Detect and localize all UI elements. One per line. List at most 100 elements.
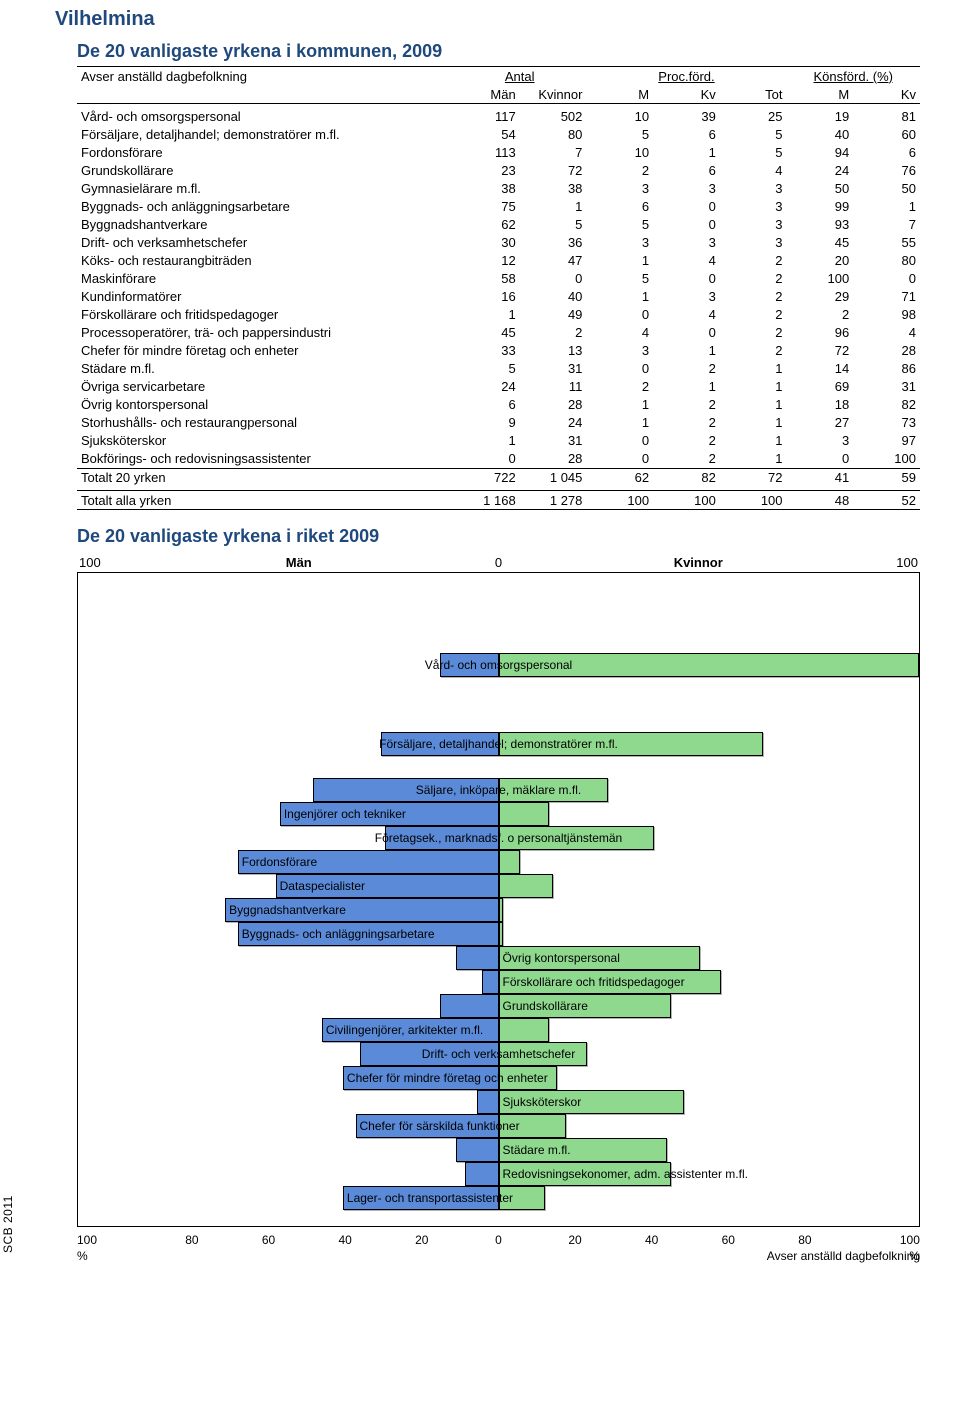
- cell: 76: [853, 162, 920, 180]
- cell: 0: [653, 198, 720, 216]
- cell: 2: [720, 288, 787, 306]
- cell: 25: [720, 108, 787, 126]
- table-row: Övriga servicarbetare24112116931: [77, 378, 920, 396]
- chart-row: Redovisningsekonomer, adm. assistenter m…: [78, 1162, 919, 1186]
- cell: 81: [853, 108, 920, 126]
- cell: 40: [520, 288, 587, 306]
- bar-female: [499, 922, 503, 946]
- cell: 0: [586, 450, 653, 469]
- table-subtitle: Avser anställd dagbefolkning: [77, 67, 453, 86]
- table-row: Processoperatörer, trä- och pappersindus…: [77, 324, 920, 342]
- cell: 1: [853, 198, 920, 216]
- bar-label: Chefer för särskilda funktioner: [356, 1119, 524, 1133]
- cell: 72: [787, 342, 854, 360]
- bar-label: Försäljare, detaljhandel; demonstratörer…: [375, 737, 622, 751]
- cell: 18: [787, 396, 854, 414]
- row-label: Övriga servicarbetare: [77, 378, 453, 396]
- cell: 93: [787, 216, 854, 234]
- cell: 5: [720, 126, 787, 144]
- table-row: Grundskollärare23722642476: [77, 162, 920, 180]
- cell: 3: [586, 180, 653, 198]
- cell: 33: [453, 342, 520, 360]
- cell: 1: [720, 360, 787, 378]
- cell: 100: [653, 491, 720, 510]
- cell: 69: [787, 378, 854, 396]
- xtick: 40: [307, 1233, 384, 1247]
- cell: 3: [720, 198, 787, 216]
- cell: 47: [520, 252, 587, 270]
- table-row: Försäljare, detaljhandel; demonstratörer…: [77, 126, 920, 144]
- axis-left-100: 100: [79, 555, 119, 570]
- cell: 20: [787, 252, 854, 270]
- cell: 2: [720, 342, 787, 360]
- cell: 96: [787, 324, 854, 342]
- bar-label: Byggnadshantverkare: [225, 903, 350, 917]
- table-row: Städare m.fl.5310211486: [77, 360, 920, 378]
- xtick: 80: [154, 1233, 231, 1247]
- cell: 100: [853, 450, 920, 469]
- cell: 2: [720, 252, 787, 270]
- cell: 1 168: [453, 491, 520, 510]
- cell: 0: [520, 270, 587, 288]
- cell: 0: [586, 432, 653, 450]
- cell: 5: [720, 144, 787, 162]
- bar-male: [477, 1090, 498, 1114]
- bar-label: Fordonsförare: [238, 855, 321, 869]
- bar-label: Chefer för mindre företag och enheter: [343, 1071, 552, 1085]
- row-label: Byggnads- och anläggningsarbetare: [77, 198, 453, 216]
- bar-label: Grundskollärare: [499, 999, 592, 1013]
- cell: 3: [586, 342, 653, 360]
- cell: 3: [720, 216, 787, 234]
- table-row: Gymnasielärare m.fl.38383335050: [77, 180, 920, 198]
- bar-label: Redovisningsekonomer, adm. assistenter m…: [499, 1167, 752, 1181]
- cell: 73: [853, 414, 920, 432]
- cell: 1: [520, 198, 587, 216]
- cell: 29: [787, 288, 854, 306]
- row-label: Storhushålls- och restaurangpersonal: [77, 414, 453, 432]
- hdr-proc: Proc.förd.: [586, 67, 786, 86]
- cell: 86: [853, 360, 920, 378]
- cell: 62: [453, 216, 520, 234]
- cell: 80: [520, 126, 587, 144]
- cell: 30: [453, 234, 520, 252]
- xtick: 80: [767, 1233, 844, 1247]
- chart-row: Byggnadshantverkare: [78, 898, 919, 922]
- cell: 13: [520, 342, 587, 360]
- cell: 24: [520, 414, 587, 432]
- cell: 45: [453, 324, 520, 342]
- row-label: Drift- och verksamhetschefer: [77, 234, 453, 252]
- cell: 6: [853, 144, 920, 162]
- cell: 39: [653, 108, 720, 126]
- cell: 52: [853, 491, 920, 510]
- cell: 5: [586, 216, 653, 234]
- cell: 4: [853, 324, 920, 342]
- cell: 71: [853, 288, 920, 306]
- xtick: 60: [230, 1233, 307, 1247]
- row-label: Gymnasielärare m.fl.: [77, 180, 453, 198]
- pyramid-chart: 100 Män 0 Kvinnor 100 Vård- och omsorgsp…: [77, 555, 920, 1263]
- bar-label: Städare m.fl.: [499, 1143, 575, 1157]
- chart-row: Sjuksköterskor: [78, 1090, 919, 1114]
- chart-row: Förskollärare och fritidspedagoger: [78, 970, 919, 994]
- page-title: Vilhelmina: [55, 8, 920, 31]
- row-label: Processoperatörer, trä- och pappersindus…: [77, 324, 453, 342]
- cell: 6: [653, 162, 720, 180]
- chart-row: Fordonsförare: [78, 850, 919, 874]
- cell: 100: [720, 491, 787, 510]
- bar-label: Vård- och omsorgspersonal: [421, 658, 576, 672]
- axis-female-label: Kvinnor: [519, 555, 879, 570]
- cell: 1 278: [520, 491, 587, 510]
- cell: 19: [787, 108, 854, 126]
- row-label: Försäljare, detaljhandel; demonstratörer…: [77, 126, 453, 144]
- cell: 5: [586, 126, 653, 144]
- cell: 62: [586, 468, 653, 487]
- cell: 45: [787, 234, 854, 252]
- table-row: Storhushålls- och restaurangpersonal9241…: [77, 414, 920, 432]
- axis-right-100: 100: [878, 555, 918, 570]
- cell: 1: [653, 144, 720, 162]
- table-row: Fordonsförare11371015946: [77, 144, 920, 162]
- row-label: Maskinförare: [77, 270, 453, 288]
- bar-male: [465, 1162, 499, 1186]
- cell: 98: [853, 306, 920, 324]
- bar-female: [499, 802, 549, 826]
